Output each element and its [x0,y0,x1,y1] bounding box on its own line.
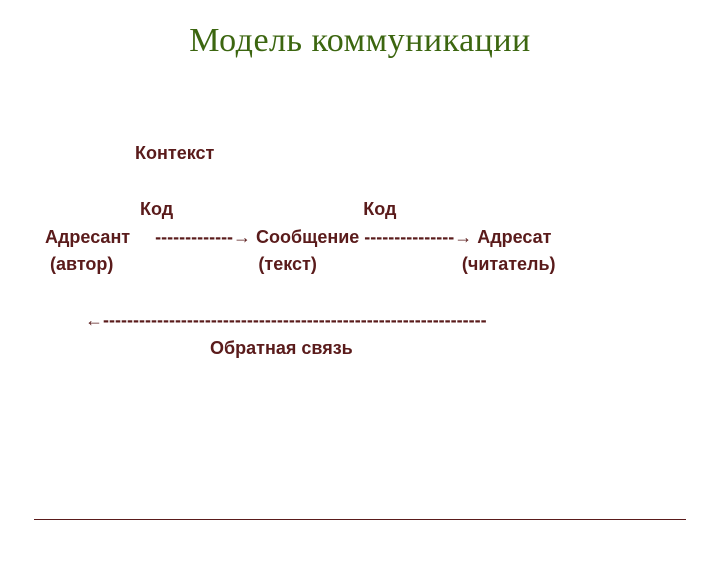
footer-divider [34,519,686,520]
line-code: Код Код [30,199,396,219]
line-feedback-arrow: ←---------------------------------------… [30,310,487,330]
line-roles: (автор) (текст) (читатель) [30,254,556,274]
diagram-body: Контекст Код Код Адресант -------------→… [30,112,720,363]
line-context: Контекст [30,143,214,163]
page-title: Модель коммуникации [0,22,720,60]
line-flow: Адресант -------------→ Сообщение ------… [30,227,551,247]
line-feedback-label: Обратная связь [30,338,353,358]
